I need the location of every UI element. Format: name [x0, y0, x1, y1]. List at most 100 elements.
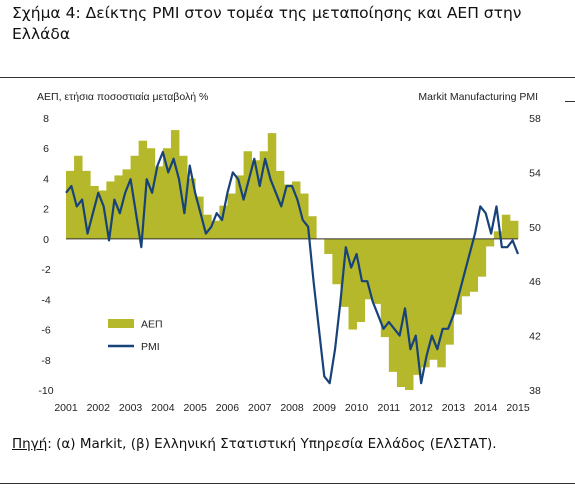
legend-gdp-swatch: [108, 319, 134, 328]
gdp-bar: [235, 175, 244, 239]
x-tick-label: 2012: [409, 402, 433, 414]
x-tick-label: 2013: [442, 402, 466, 414]
gdp-bar: [203, 214, 212, 239]
left-tick-label: 8: [43, 113, 49, 125]
gdp-bar: [501, 214, 511, 239]
legend: ΑΕΠ PMI: [108, 319, 163, 353]
gdp-bar: [421, 238, 430, 368]
gdp-bar: [405, 238, 414, 390]
gdp-bar: [340, 238, 349, 307]
gdp-bar: [469, 238, 479, 292]
gdp-bar: [106, 181, 115, 239]
left-tick-label: -6: [41, 325, 50, 337]
gdp-bar: [445, 238, 454, 345]
gdp-bar: [98, 190, 107, 239]
x-tick-label: 2002: [87, 402, 111, 414]
left-tick-label: 2: [43, 204, 49, 216]
gdp-bar: [485, 238, 495, 247]
legend-gdp-label: ΑΕΠ: [141, 319, 163, 331]
x-tick-label: 2005: [183, 402, 207, 414]
gdp-bar: [122, 169, 131, 239]
gdp-bar: [243, 151, 253, 239]
gdp-bar: [283, 184, 293, 239]
gdp-bar: [227, 193, 236, 239]
gdp-bar: [453, 238, 462, 315]
gdp-bar: [437, 238, 446, 368]
bottom-rule: [0, 483, 575, 484]
left-tick-label: 0: [43, 234, 49, 246]
gdp-bar: [259, 151, 269, 239]
x-tick-label: 2001: [54, 402, 78, 414]
gdp-bars: [66, 130, 519, 390]
gdp-bar: [388, 238, 398, 372]
gdp-bar: [170, 130, 180, 239]
gdp-bar: [146, 148, 156, 239]
x-tick-label: 2011: [378, 402, 401, 414]
right-axis-ticks: 58 54 50 46 42 38: [529, 113, 541, 397]
figure-title: Σχήμα 4: Δείκτης PMI στον τομέα της μετα…: [12, 4, 522, 43]
right-tick-label: 38: [529, 385, 541, 397]
x-tick-label: 2009: [313, 402, 337, 414]
gdp-bar: [138, 140, 148, 239]
gdp-bar: [195, 196, 204, 239]
gdp-bar: [413, 238, 422, 375]
gdp-bar: [114, 175, 123, 239]
gdp-bar: [74, 155, 83, 239]
gdp-bar: [82, 170, 91, 239]
gdp-bar: [429, 238, 438, 360]
right-tick-label: 50: [529, 222, 541, 234]
gdp-bar: [66, 170, 75, 239]
gdp-bar: [162, 148, 172, 239]
gdp-bar: [493, 231, 503, 239]
gdp-bar: [292, 181, 301, 239]
gdp-bar: [211, 220, 220, 239]
x-tick-label: 2007: [248, 402, 272, 414]
right-tick-label: 42: [529, 331, 541, 343]
gdp-bar: [308, 216, 317, 239]
gdp-bar: [372, 238, 382, 304]
gdp-bar: [179, 155, 188, 239]
left-tick-label: -4: [41, 294, 50, 306]
x-tick-label: 2003: [119, 402, 143, 414]
right-tick-label: 58: [529, 113, 541, 125]
gdp-bar: [348, 238, 357, 330]
gdp-bar: [130, 155, 140, 239]
right-tick-label: 46: [529, 276, 541, 288]
right-axis-title: Markit Manufacturing PMI: [418, 91, 538, 103]
source-note: Πηγή: (α) Markit, (β) Ελληνική Στατιστικ…: [12, 436, 497, 452]
left-axis-title: ΑΕΠ, ετήσια ποσοστιαία μεταβολή %: [37, 91, 208, 103]
gdp-bar: [364, 238, 374, 300]
left-tick-label: -2: [41, 264, 50, 276]
gdp-bar: [380, 238, 390, 338]
gdp-bar: [324, 238, 333, 254]
x-tick-label: 2015: [506, 402, 530, 414]
pmi-line: [65, 150, 520, 385]
source-label: Πηγή: [12, 436, 48, 452]
gdp-bar: [219, 205, 228, 239]
gdp-bar: [90, 186, 99, 239]
left-tick-label: -10: [38, 385, 53, 397]
legend-pmi-label: PMI: [141, 341, 160, 353]
gdp-bar: [154, 166, 164, 239]
x-tick-label: 2006: [216, 402, 240, 414]
gdp-bar: [300, 193, 309, 239]
left-tick-label: 6: [43, 143, 49, 155]
right-tick-label: 54: [529, 167, 541, 179]
x-tick-label: 2010: [345, 402, 369, 414]
top-rule: [0, 77, 575, 78]
corner-tick: [565, 101, 575, 102]
x-tick-label: 2004: [151, 402, 175, 414]
gdp-bar: [187, 178, 196, 239]
left-tick-label: 4: [43, 173, 49, 185]
gdp-bar: [251, 160, 261, 239]
gdp-bar: [332, 238, 341, 285]
left-tick-label: -8: [41, 355, 50, 367]
gdp-bar: [477, 238, 487, 277]
x-tick-label: 2008: [280, 402, 304, 414]
gdp-bar: [396, 238, 406, 387]
source-text: : (α) Markit, (β) Ελληνική Στατιστική Υπ…: [47, 436, 497, 452]
x-axis-ticks: 2001 2002 2003 2004 2005 2006 2007 2008 2009 2010…: [54, 402, 530, 414]
gdp-bar: [509, 220, 519, 239]
x-tick-label: 2014: [474, 402, 498, 414]
gdp-pmi-chart: ΑΕΠ, ετήσια ποσοστιαία μεταβολή % Markit…: [37, 91, 541, 414]
